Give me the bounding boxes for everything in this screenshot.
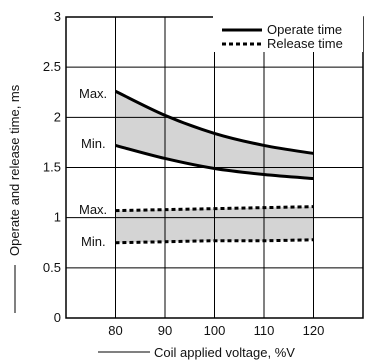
operate-min-label: Min.	[81, 136, 106, 151]
x-tick-label: 90	[158, 323, 172, 338]
y-tick-label: 0	[54, 310, 61, 325]
y-tick-label: 3	[54, 9, 61, 24]
operate-time-max-line	[114, 89, 314, 155]
release-time-min-line	[115, 238, 314, 245]
release-min-label: Min.	[81, 234, 106, 249]
x-tick-label: 80	[108, 323, 122, 338]
legend-release-label: Release time	[267, 36, 343, 51]
y-tick-label: 2.5	[43, 59, 61, 74]
x-axis-title-group: Coil applied voltage, %V	[98, 345, 295, 360]
y-axis-title-group: Operate and release time, ms	[7, 84, 22, 313]
operate-max-label: Max.	[79, 86, 107, 101]
y-tick-labels: 0 0.5 1 1.5 2 2.5 3	[43, 9, 61, 325]
y-tick-label: 2	[54, 109, 61, 124]
x-tick-label: 100	[204, 323, 226, 338]
x-tick-labels: 80 90 100 110 120	[108, 323, 324, 338]
operate-time-min-line	[115, 143, 314, 181]
y-tick-label: 1	[54, 210, 61, 225]
x-tick-label: 110	[254, 323, 275, 338]
y-tick-label: 1.5	[43, 160, 61, 175]
x-axis-title: Coil applied voltage, %V	[154, 345, 295, 360]
release-time-max-line	[115, 205, 314, 213]
y-axis-title: Operate and release time, ms	[7, 84, 22, 256]
x-tick-label: 120	[303, 323, 325, 338]
legend: Operate time Release time	[213, 15, 363, 52]
y-tick-label: 0.5	[43, 260, 61, 275]
release-max-label: Max.	[79, 202, 107, 217]
series-lines	[114, 89, 314, 245]
legend-operate-label: Operate time	[267, 22, 342, 37]
legend-background	[213, 15, 363, 52]
